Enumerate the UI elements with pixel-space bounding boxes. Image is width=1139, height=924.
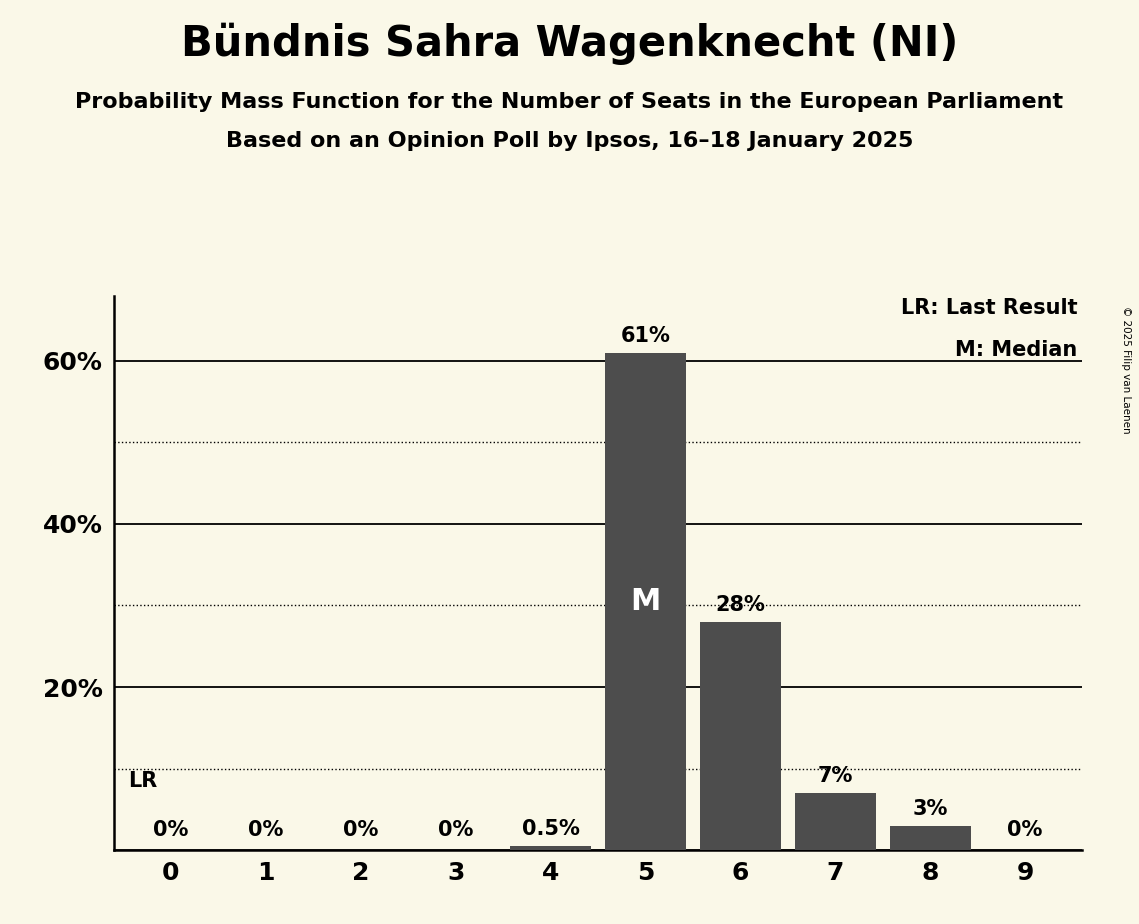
Text: 0%: 0%: [1007, 821, 1043, 840]
Text: © 2025 Filip van Laenen: © 2025 Filip van Laenen: [1121, 306, 1131, 433]
Text: Probability Mass Function for the Number of Seats in the European Parliament: Probability Mass Function for the Number…: [75, 92, 1064, 113]
Text: 0%: 0%: [153, 821, 189, 840]
Text: Bündnis Sahra Wagenknecht (NI): Bündnis Sahra Wagenknecht (NI): [181, 23, 958, 66]
Text: 3%: 3%: [912, 799, 948, 819]
Text: 0%: 0%: [437, 821, 474, 840]
Text: 0%: 0%: [248, 821, 284, 840]
Text: 61%: 61%: [621, 326, 671, 346]
Text: 7%: 7%: [818, 767, 853, 786]
Text: Based on an Opinion Poll by Ipsos, 16–18 January 2025: Based on an Opinion Poll by Ipsos, 16–18…: [226, 131, 913, 152]
Bar: [795, 793, 876, 850]
Bar: [605, 353, 686, 850]
Text: 28%: 28%: [715, 595, 765, 615]
Text: M: M: [630, 587, 661, 616]
Bar: [510, 846, 591, 850]
Bar: [700, 622, 780, 850]
Text: M: Median: M: Median: [954, 340, 1077, 360]
Text: 0%: 0%: [343, 821, 378, 840]
Text: 0.5%: 0.5%: [522, 820, 580, 840]
Text: LR: LR: [129, 771, 157, 791]
Bar: [890, 826, 970, 850]
Text: LR: Last Result: LR: Last Result: [901, 298, 1077, 319]
